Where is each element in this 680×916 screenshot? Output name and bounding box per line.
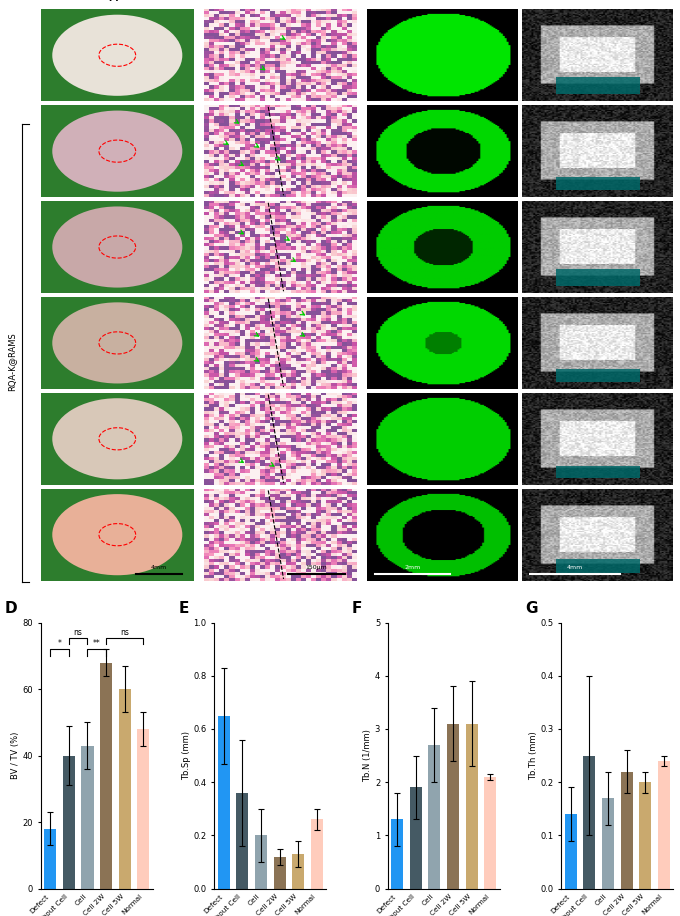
Text: RQA-K@RAMS: RQA-K@RAMS xyxy=(7,333,17,391)
Text: 4mm: 4mm xyxy=(567,564,583,570)
Bar xyxy=(556,177,640,190)
Bar xyxy=(556,269,640,286)
Bar xyxy=(602,798,614,889)
Bar xyxy=(639,782,651,889)
Bar xyxy=(311,820,323,889)
Y-axis label: Tb.Sp (mm): Tb.Sp (mm) xyxy=(182,731,190,780)
Text: E: E xyxy=(178,602,189,616)
Text: 2mm: 2mm xyxy=(405,564,420,570)
Bar xyxy=(44,829,56,889)
Ellipse shape xyxy=(52,398,182,479)
Bar xyxy=(428,745,441,889)
Bar xyxy=(409,788,422,889)
Y-axis label: Tb.N (1/mm): Tb.N (1/mm) xyxy=(363,729,372,782)
Bar xyxy=(236,793,248,889)
Bar xyxy=(658,761,670,889)
Bar xyxy=(137,729,150,889)
Bar xyxy=(255,835,267,889)
Bar xyxy=(466,724,478,889)
Bar xyxy=(556,77,640,94)
Bar xyxy=(63,756,75,889)
Text: 150μm: 150μm xyxy=(305,564,327,570)
Y-axis label: BV / TV (%): BV / TV (%) xyxy=(11,732,20,780)
Text: D: D xyxy=(5,602,18,616)
Bar xyxy=(583,756,595,889)
Text: ns: ns xyxy=(120,627,129,637)
Bar xyxy=(391,820,403,889)
Text: G: G xyxy=(526,602,538,616)
Text: **: ** xyxy=(93,639,101,649)
Text: F: F xyxy=(352,602,362,616)
Bar xyxy=(556,466,640,477)
Ellipse shape xyxy=(52,206,182,288)
Ellipse shape xyxy=(52,111,182,191)
Ellipse shape xyxy=(52,302,182,384)
Bar xyxy=(556,559,640,573)
Bar xyxy=(556,369,640,382)
Bar xyxy=(564,814,577,889)
Bar xyxy=(100,662,112,889)
Bar xyxy=(447,724,459,889)
Text: 4mm: 4mm xyxy=(150,564,167,570)
Bar xyxy=(119,689,131,889)
Bar xyxy=(82,746,94,889)
Text: *: * xyxy=(58,639,61,649)
Bar xyxy=(218,715,230,889)
Bar xyxy=(620,771,632,889)
Ellipse shape xyxy=(52,494,182,575)
Ellipse shape xyxy=(52,15,182,96)
Bar xyxy=(484,777,496,889)
Y-axis label: Tb.Th (mm): Tb.Th (mm) xyxy=(528,731,538,780)
Text: ns: ns xyxy=(73,627,82,637)
Bar xyxy=(292,854,305,889)
Bar xyxy=(273,856,286,889)
